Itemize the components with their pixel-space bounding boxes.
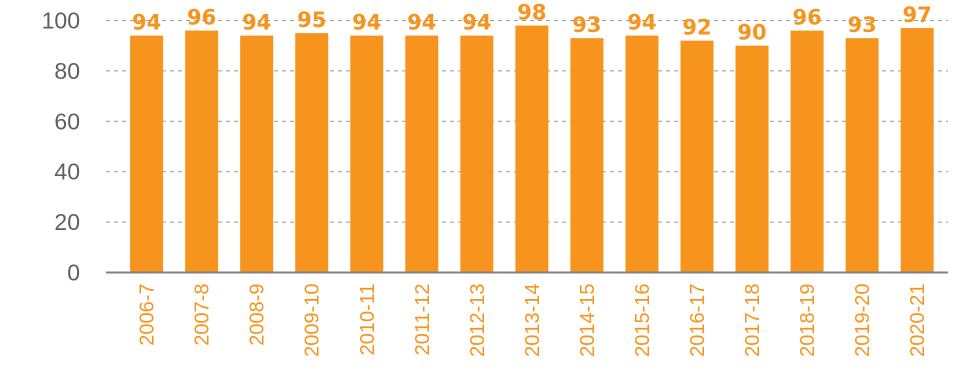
x-tick-labels: 2006-7 2007-8 2008-9 2009-10 2010-11 2011-12 2…	[137, 284, 930, 357]
x-tick-label: 2009-10	[302, 284, 324, 357]
y-tick-label: 0	[67, 260, 80, 286]
bar	[570, 38, 604, 273]
data-label: 96	[792, 6, 821, 30]
y-tick-label: 20	[54, 209, 80, 235]
x-tick-label: 2018-19	[797, 284, 819, 357]
data-label: 94	[407, 11, 436, 35]
bar	[735, 45, 769, 273]
bar	[185, 30, 219, 273]
bar	[405, 35, 439, 273]
bar	[790, 30, 824, 273]
data-label: 94	[462, 11, 491, 35]
x-tick-label: 2014-15	[577, 284, 599, 357]
x-tick-label: 2017-18	[742, 284, 764, 357]
data-label: 95	[297, 8, 326, 32]
bar	[350, 35, 384, 273]
x-tick-label: 2016-17	[687, 284, 709, 357]
x-tick-label: 2008-9	[247, 284, 269, 346]
y-tick-label: 80	[54, 58, 80, 84]
data-label: 94	[352, 11, 381, 35]
x-tick-label: 2010-11	[357, 284, 379, 356]
bar	[295, 33, 329, 273]
bar	[845, 38, 879, 273]
y-tick-label: 100	[42, 8, 80, 34]
x-tick-label: 2007-8	[192, 284, 214, 346]
bar	[130, 35, 164, 273]
data-label: 92	[682, 16, 711, 40]
bar	[625, 35, 659, 273]
data-label: 93	[572, 13, 601, 37]
x-tick-label: 2015-16	[632, 284, 654, 357]
y-tick-labels: 0 20 40 60 80 100	[42, 8, 80, 286]
y-tick-label: 40	[54, 159, 80, 185]
data-label: 98	[517, 1, 546, 25]
data-label: 93	[848, 13, 877, 37]
bar	[680, 40, 714, 273]
x-tick-label: 2011-12	[412, 284, 434, 356]
x-tick-label: 2006-7	[137, 284, 159, 346]
data-label: 90	[737, 21, 766, 45]
data-label: 97	[903, 3, 932, 27]
x-tick-label: 2013-14	[522, 284, 544, 357]
x-tick-label: 2012-13	[467, 284, 489, 357]
x-tick-label: 2019-20	[852, 284, 874, 357]
bar	[240, 35, 274, 273]
bar	[900, 28, 934, 273]
bar	[460, 35, 494, 273]
data-labels: 94 96 94 95 94 94 94 98 93 94 92 90 96 93 97	[132, 1, 932, 45]
data-label: 94	[242, 11, 271, 35]
data-label: 94	[132, 11, 161, 35]
data-label: 96	[187, 6, 216, 30]
y-tick-label: 60	[54, 108, 80, 134]
bars	[130, 25, 934, 273]
bar	[515, 25, 549, 273]
x-tick-label: 2020-21	[907, 284, 929, 357]
data-label: 94	[627, 11, 656, 35]
